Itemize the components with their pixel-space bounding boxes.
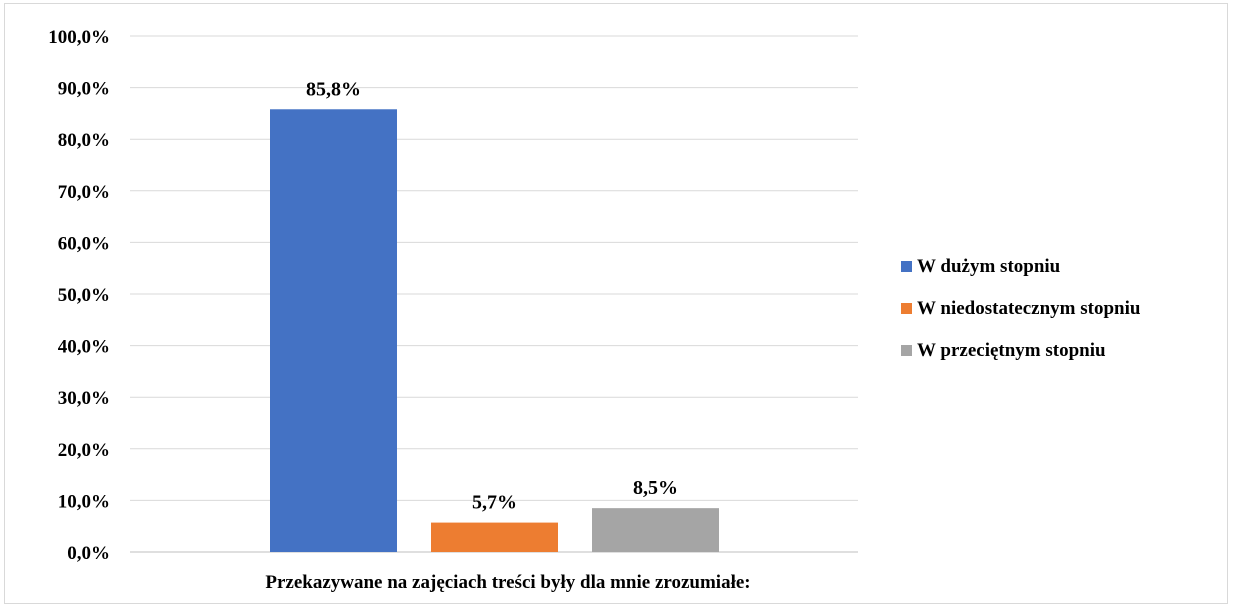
legend-entry: W dużym stopniu xyxy=(917,256,1061,277)
data-label: 5,7% xyxy=(472,492,517,514)
y-tick-label: 50,0% xyxy=(58,285,110,306)
legend: W dużym stopniu W niedostatecznym stopniu… xyxy=(901,256,1141,361)
y-tick-label: 60,0% xyxy=(58,233,110,254)
y-tick-label: 100,0% xyxy=(48,27,110,48)
data-label: 8,5% xyxy=(633,477,678,499)
bars xyxy=(270,109,719,552)
y-tick-label: 80,0% xyxy=(58,130,110,151)
y-tick-label: 70,0% xyxy=(58,182,110,203)
y-tick-label: 30,0% xyxy=(58,388,110,409)
bar xyxy=(431,522,558,552)
legend-swatch xyxy=(901,303,912,314)
data-labels: 85,8% 5,7% 8,5% xyxy=(306,78,678,513)
y-tick-label: 10,0% xyxy=(58,491,110,512)
chart-frame xyxy=(4,3,1228,604)
y-axis-ticks: 0,0% 10,0% 20,0% 30,0% 40,0% 50,0% 60,0% 70,0% 8… xyxy=(48,27,110,564)
y-tick-label: 90,0% xyxy=(58,79,110,100)
legend-entry: W przeciętnym stopniu xyxy=(917,340,1106,361)
legend-swatch xyxy=(901,345,912,356)
y-tick-label: 40,0% xyxy=(58,337,110,358)
legend-entry: W niedostatecznym stopniu xyxy=(917,298,1141,319)
y-tick-label: 20,0% xyxy=(58,440,110,461)
x-category-label: Przekazywane na zajęciach treści były dl… xyxy=(265,572,750,593)
legend-swatch xyxy=(901,261,912,272)
gridlines xyxy=(130,35,858,553)
data-label: 85,8% xyxy=(306,78,361,100)
bar xyxy=(270,109,397,552)
y-tick-label: 0,0% xyxy=(67,543,110,564)
bar xyxy=(592,508,719,552)
x-axis-categories: Przekazywane na zajęciach treści były dl… xyxy=(265,572,750,593)
